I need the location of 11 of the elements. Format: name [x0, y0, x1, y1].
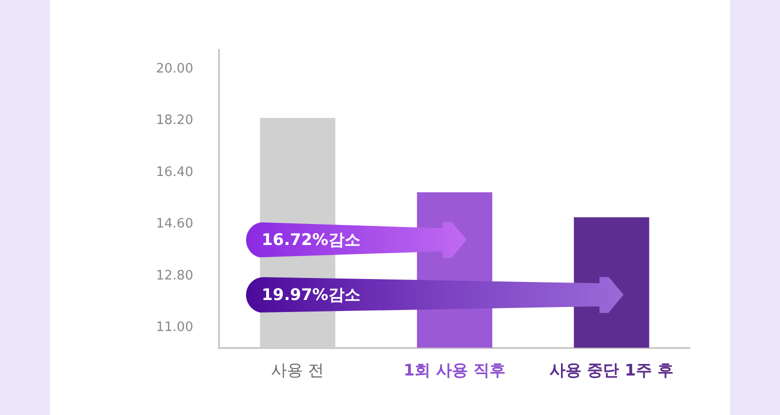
y-tick-label: 20.00 [156, 61, 194, 76]
y-tick-label: 11.00 [156, 320, 194, 336]
x-tick-label: 사용 중단 1주 후 [550, 360, 674, 380]
y-tick-label: 14.60 [156, 216, 194, 232]
y-tick-label: 12.80 [156, 268, 194, 284]
x-tick-label: 1회 사용 직후 [403, 360, 506, 380]
y-tick-label: 16.40 [156, 164, 194, 180]
arrow: 16.72%감소 [246, 222, 467, 258]
arrow: 19.97%감소 [246, 276, 624, 313]
x-tick-label: 사용 전 [271, 360, 324, 380]
y-tick-label: 18.20 [156, 113, 194, 128]
